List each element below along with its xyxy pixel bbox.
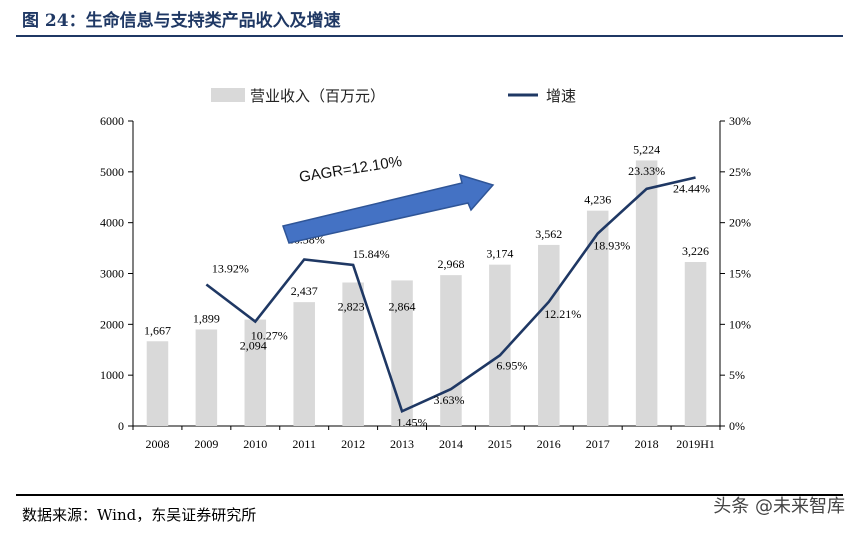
right-tick-label: 0% — [729, 419, 745, 433]
x-tick-label: 2011 — [292, 437, 316, 451]
bar-value-label: 4,236 — [584, 193, 611, 207]
right-tick-label: 5% — [729, 368, 745, 382]
legend: 营业收入（百万元） 增速 — [211, 87, 576, 105]
bar-series — [146, 160, 707, 427]
cagr-label: GAGR=12.10% — [298, 153, 403, 186]
left-tick-label: 0 — [118, 419, 124, 433]
chart-axes: 0 1000 2000 3000 4000 5000 6000 0% 5% 10% 15% 20% 25… — [100, 114, 751, 451]
source-rule — [16, 494, 843, 496]
x-tick-label: 2010 — [243, 437, 267, 451]
revenue-bar — [440, 275, 462, 426]
x-tick-label: 2016 — [537, 437, 561, 451]
bar-value-label: 2,968 — [437, 257, 464, 271]
x-tick-label: 2012 — [341, 437, 365, 451]
x-tick-label: 2008 — [145, 437, 169, 451]
growth-value-label: 24.44% — [673, 182, 710, 196]
growth-value-label: 10.27% — [251, 329, 288, 343]
left-tick-label: 3000 — [100, 267, 124, 281]
left-tick-label: 4000 — [100, 216, 124, 230]
bar-value-label: 3,562 — [535, 227, 562, 241]
growth-value-label: 3.63% — [433, 393, 464, 407]
left-tick-label: 1000 — [100, 368, 124, 382]
revenue-bar — [293, 302, 315, 426]
bar-value-label: 5,224 — [633, 142, 660, 156]
growth-value-label: 15.84% — [353, 247, 390, 261]
line-series — [205, 176, 696, 414]
right-tick-label: 20% — [729, 216, 751, 230]
revenue-bar — [146, 341, 169, 426]
right-tick-label: 10% — [729, 317, 751, 331]
growth-line — [205, 176, 696, 414]
revenue-bar — [489, 264, 511, 426]
revenue-bar — [684, 262, 707, 426]
right-tick-label: 25% — [729, 165, 751, 179]
x-tick-label: 2014 — [439, 437, 463, 451]
revenue-bar — [244, 319, 267, 426]
bar-value-label: 2,094 — [240, 339, 267, 353]
watermark: 头条 @未来智库 — [713, 496, 845, 517]
growth-value-label: 23.33% — [628, 164, 665, 178]
cagr-annotation: GAGR=12.10% — [282, 153, 495, 244]
x-tick-label: 2018 — [635, 437, 659, 451]
revenue-bar — [391, 280, 413, 426]
growth-value-label: 18.93% — [593, 239, 630, 253]
left-tick-label: 2000 — [100, 317, 124, 331]
growth-value-label: 13.92% — [212, 261, 249, 275]
left-tick-label: 5000 — [100, 165, 124, 179]
x-tick-label: 2015 — [488, 437, 512, 451]
left-tick-label: 6000 — [100, 114, 124, 128]
growth-value-label: 1.45% — [397, 415, 428, 429]
bar-value-label: 2,823 — [338, 299, 365, 313]
growth-value-label: 6.95% — [496, 358, 527, 372]
bar-value-label: 2,864 — [389, 299, 416, 313]
source-note: 数据来源：Wind，东吴证券研究所 — [22, 506, 257, 524]
revenue-bar — [342, 282, 364, 426]
legend-line-label: 增速 — [546, 87, 576, 105]
x-tick-label: 2013 — [390, 437, 414, 451]
bar-value-label: 3,226 — [682, 244, 709, 258]
bar-value-label: 1,667 — [144, 323, 171, 337]
x-tick-label: 2017 — [586, 437, 610, 451]
growth-value-label: 12.21% — [544, 307, 581, 321]
bar-value-label: 2,437 — [291, 284, 318, 298]
revenue-bar — [538, 244, 560, 426]
revenue-bar — [635, 160, 658, 427]
revenue-bar — [586, 210, 609, 426]
legend-bar-swatch — [211, 88, 245, 102]
cagr-arrow — [282, 173, 495, 244]
x-tick-label: 2009 — [194, 437, 218, 451]
right-tick-label: 30% — [729, 114, 751, 128]
title-rule — [16, 35, 843, 37]
revenue-bar — [195, 329, 218, 426]
right-tick-label: 15% — [729, 267, 751, 281]
x-tick-label: 2019H1 — [676, 437, 715, 451]
bar-value-label: 1,899 — [193, 311, 220, 325]
data-labels: 1,667 1,899 2,094 2,437 2,823 2,864 2,968 3,174… — [144, 142, 710, 429]
figure-title: 图 24：生命信息与支持类产品收入及增速 — [22, 11, 341, 31]
bar-value-label: 3,174 — [486, 247, 513, 261]
legend-bar-label: 营业收入（百万元） — [250, 87, 385, 105]
